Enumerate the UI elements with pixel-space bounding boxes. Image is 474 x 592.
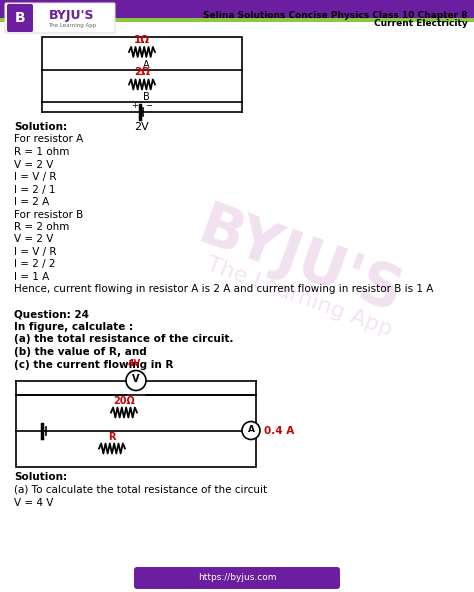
Text: 2Ω: 2Ω [134,67,150,78]
Text: Solution:: Solution: [14,472,67,482]
Text: B: B [15,11,25,25]
Text: 20Ω: 20Ω [113,395,135,406]
Text: B: B [143,92,149,102]
Text: 4V: 4V [128,359,141,368]
Text: Solution:: Solution: [14,122,67,132]
Text: BYJU'S: BYJU'S [49,9,95,22]
Text: The Learning App: The Learning App [48,22,96,27]
Bar [0,0,474,18]
Bar [0,18,474,22]
Text: −: − [146,101,153,110]
Bar [16,394,256,466]
Text: Question: 24: Question: 24 [14,310,89,320]
Text: Selina Solutions Concise Physics Class 10 Chapter 8: Selina Solutions Concise Physics Class 1… [203,11,468,21]
Bar [42,37,242,102]
Text: https://byjus.com: https://byjus.com [198,572,276,581]
FancyBboxPatch shape [134,567,340,589]
Text: Hence, current flowing in resistor A is 2 A and current flowing in resistor B is: Hence, current flowing in resistor A is … [14,285,433,294]
Text: (a) To calculate the total resistance of the circuit: (a) To calculate the total resistance of… [14,485,267,495]
Text: V: V [132,375,140,384]
Text: I = V / R: I = V / R [14,172,56,182]
Text: I = 2 / 2: I = 2 / 2 [14,259,55,269]
Text: A: A [143,60,149,70]
Text: Current Electricity: Current Electricity [374,20,468,28]
Text: 1Ω: 1Ω [134,35,150,45]
Text: V = 2 V: V = 2 V [14,159,54,169]
Text: V = 4 V: V = 4 V [14,497,54,507]
Text: (b) the value of R, and: (b) the value of R, and [14,347,147,357]
Text: R: R [108,432,116,442]
Text: BYJU'S: BYJU'S [191,199,410,325]
Circle shape [242,422,260,439]
Text: (a) the total resistance of the circuit.: (a) the total resistance of the circuit. [14,334,234,345]
Text: A: A [247,425,255,434]
Text: In figure, calculate :: In figure, calculate : [14,322,133,332]
Text: 2V: 2V [135,122,149,132]
Circle shape [126,371,146,391]
Text: +: + [132,101,138,110]
Text: R = 1 ohm: R = 1 ohm [14,147,69,157]
Text: V = 2 V: V = 2 V [14,234,54,244]
FancyBboxPatch shape [5,3,115,33]
Text: The Learning App: The Learning App [204,254,395,340]
Text: I = 1 A: I = 1 A [14,272,49,282]
Text: I = V / R: I = V / R [14,247,56,257]
Text: For resistor A: For resistor A [14,134,83,144]
Text: (c) the current flowing in R: (c) the current flowing in R [14,359,173,369]
Text: I = 2 / 1: I = 2 / 1 [14,185,55,195]
Text: 0.4 A: 0.4 A [264,426,294,436]
Text: For resistor B: For resistor B [14,210,83,220]
FancyBboxPatch shape [7,4,33,32]
Text: R = 2 ohm: R = 2 ohm [14,222,69,232]
Text: I = 2 A: I = 2 A [14,197,49,207]
